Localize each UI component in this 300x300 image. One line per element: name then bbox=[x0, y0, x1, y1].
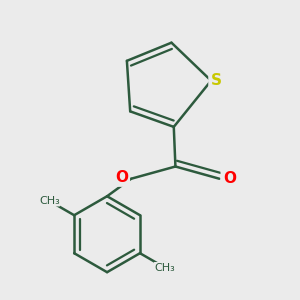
Text: S: S bbox=[211, 73, 221, 88]
Text: CH₃: CH₃ bbox=[154, 262, 175, 273]
Text: O: O bbox=[223, 171, 236, 186]
Text: O: O bbox=[115, 169, 128, 184]
Text: CH₃: CH₃ bbox=[39, 196, 60, 206]
